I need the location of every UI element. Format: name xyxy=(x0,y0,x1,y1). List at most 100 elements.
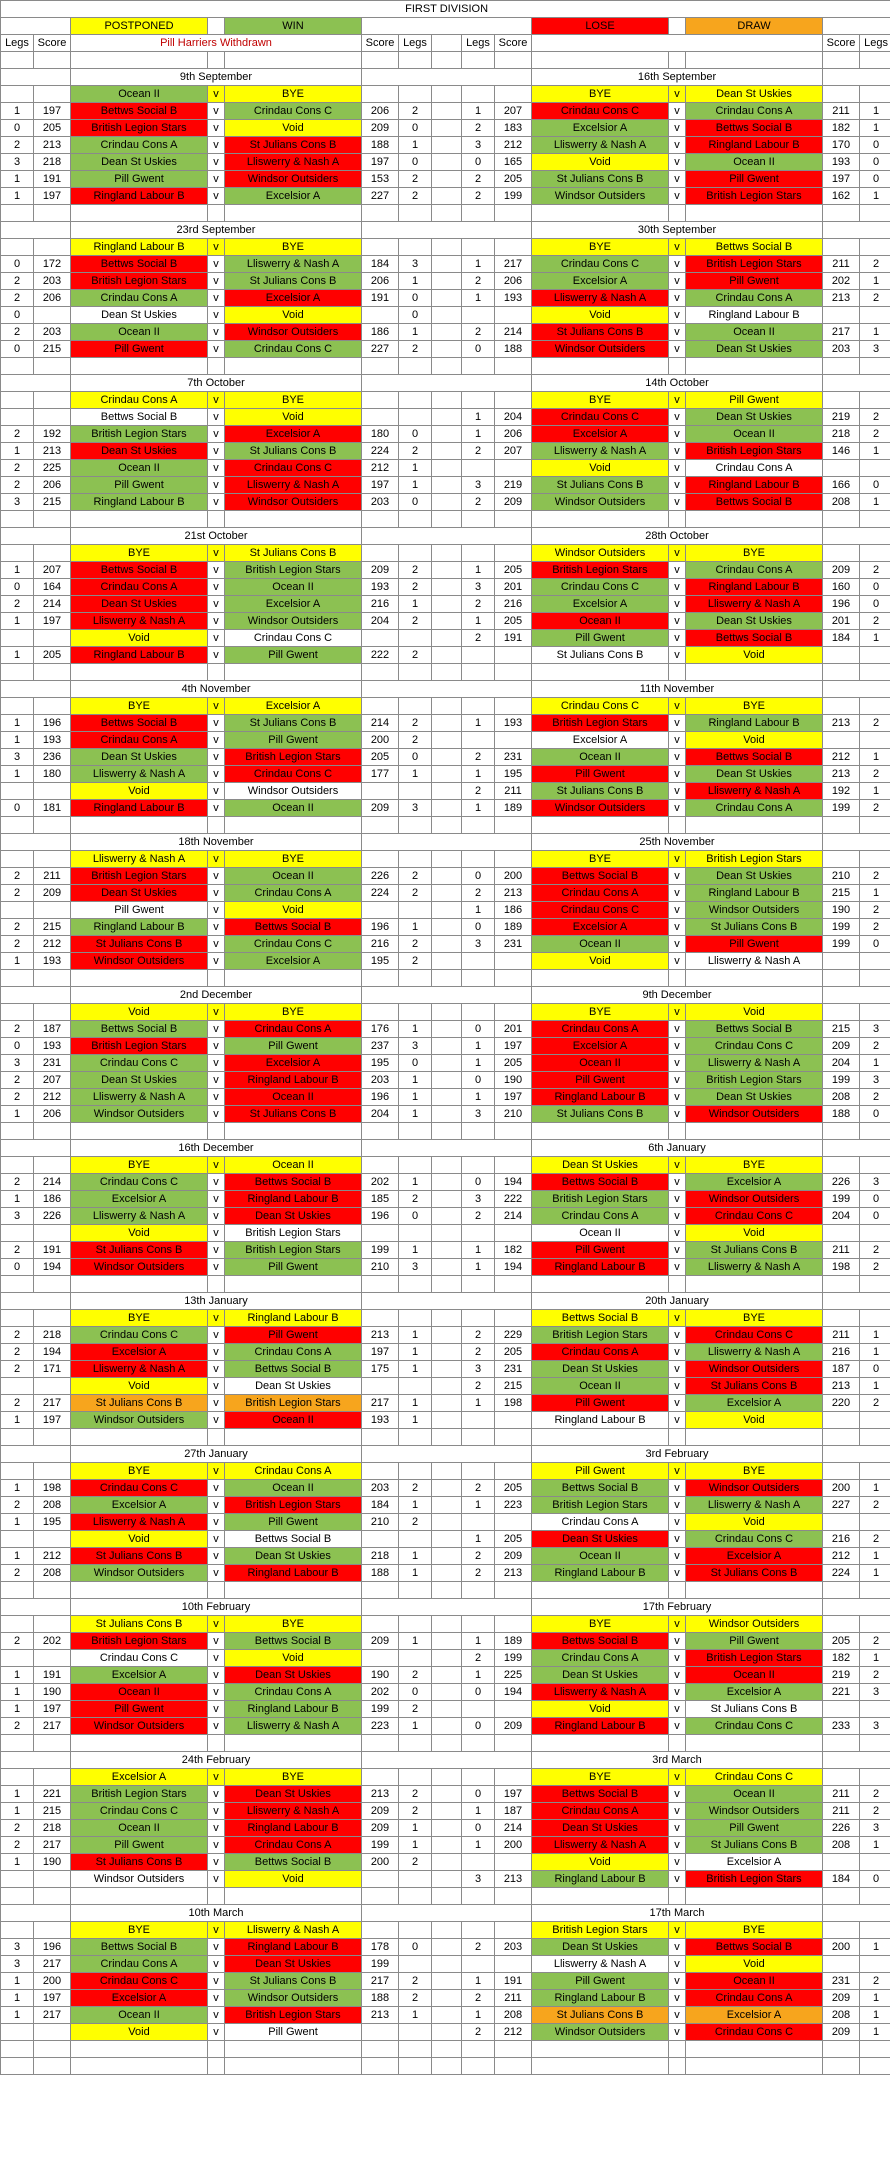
home-score: 200 xyxy=(494,867,532,885)
gap-cell xyxy=(431,1326,462,1344)
away-legs: 0 xyxy=(858,170,890,188)
away-score: 177 xyxy=(361,765,399,783)
away-team: Lliswerry & Nash A xyxy=(224,153,362,171)
score-empty xyxy=(494,1462,532,1480)
home-team: Dean St Uskies xyxy=(70,306,208,324)
vs-label: v xyxy=(668,1343,686,1361)
home-score: 197 xyxy=(33,187,71,205)
away-team: Lliswerry & Nash A xyxy=(224,1802,362,1820)
legs-empty xyxy=(858,697,890,715)
empty-cell xyxy=(858,1734,890,1752)
away-team: British Legion Stars xyxy=(224,1224,362,1242)
away-team: Windsor Outsiders xyxy=(685,901,823,919)
empty-cell xyxy=(361,68,532,86)
away-legs xyxy=(398,2023,432,2041)
away-score: 213 xyxy=(822,765,860,783)
vs-label: v xyxy=(668,425,686,443)
empty-cell xyxy=(0,221,71,239)
gap-cell xyxy=(431,170,462,188)
away-score: 182 xyxy=(822,119,860,137)
home-team: St Julians Cons B xyxy=(70,935,208,953)
empty-cell xyxy=(0,1275,34,1293)
vs-label: v xyxy=(668,901,686,919)
away-score: 218 xyxy=(361,1547,399,1565)
empty-cell xyxy=(821,374,890,392)
away-score: 220 xyxy=(822,1394,860,1412)
away-legs: 2 xyxy=(398,1972,432,1990)
legs-empty xyxy=(461,1768,495,1786)
vs-label: v xyxy=(668,1309,686,1327)
away-score: 206 xyxy=(361,272,399,290)
score-empty xyxy=(361,1462,399,1480)
away-legs: 2 xyxy=(858,1530,890,1548)
home-team: Excelsior A xyxy=(531,595,669,613)
vs-label: v xyxy=(668,1377,686,1395)
vs-label: v xyxy=(207,867,225,885)
legs-empty xyxy=(461,544,495,562)
vs-label: v xyxy=(668,1717,686,1735)
vs-label: v xyxy=(207,442,225,460)
home-team: Bettws Social B xyxy=(531,1632,669,1650)
vs-label: v xyxy=(668,748,686,766)
empty-cell xyxy=(494,51,532,69)
empty-cell xyxy=(431,1581,462,1599)
home-legs: 1 xyxy=(461,612,495,630)
empty-cell xyxy=(33,2040,71,2058)
away-score: 199 xyxy=(822,935,860,953)
away-legs: 1 xyxy=(398,1241,432,1259)
legs-empty xyxy=(398,238,432,256)
spacer-row xyxy=(0,357,890,375)
empty-cell xyxy=(685,2040,823,2058)
away-legs: 2 xyxy=(858,1241,890,1259)
gap-cell xyxy=(431,1173,462,1191)
gap-cell xyxy=(431,731,462,749)
score-empty xyxy=(361,697,399,715)
away-score: 209 xyxy=(361,1632,399,1650)
vs-label: v xyxy=(668,952,686,970)
vs-label: v xyxy=(668,1819,686,1837)
away-team: Bettws Social B xyxy=(224,1173,362,1191)
home-legs: 2 xyxy=(461,884,495,902)
vs-label: v xyxy=(668,1394,686,1412)
home-score: 195 xyxy=(33,1513,71,1531)
vs-label: v xyxy=(207,1615,225,1633)
away-team: Pill Gwent xyxy=(224,1326,362,1344)
home-score: 182 xyxy=(494,1241,532,1259)
away-legs xyxy=(398,782,432,800)
home-team: Pill Gwent xyxy=(70,170,208,188)
home-legs: 2 xyxy=(0,918,34,936)
vs-label: v xyxy=(207,765,225,783)
away-team: Pill Gwent xyxy=(224,1037,362,1055)
home-score: 209 xyxy=(494,493,532,511)
empty-cell xyxy=(858,816,890,834)
legs-empty xyxy=(461,1921,495,1939)
empty-cell xyxy=(494,2040,532,2058)
away-team: Windsor Outsiders xyxy=(224,493,362,511)
gap-cell xyxy=(431,1547,462,1565)
legs-empty xyxy=(858,1156,890,1174)
away-score: 196 xyxy=(822,595,860,613)
home-legs: 1 xyxy=(461,1530,495,1548)
away-team: Lliswerry & Nash A xyxy=(685,1258,823,1276)
empty-cell xyxy=(398,663,432,681)
legs-empty xyxy=(0,1768,34,1786)
away-team: Lliswerry & Nash A xyxy=(224,1717,362,1735)
gap-cell xyxy=(431,476,462,494)
away-team: BYE xyxy=(685,697,823,715)
home-legs xyxy=(0,408,34,426)
empty-cell xyxy=(207,204,225,222)
away-team: St Julians Cons B xyxy=(685,1836,823,1854)
home-score: 205 xyxy=(33,119,71,137)
home-legs: 1 xyxy=(461,765,495,783)
empty-cell xyxy=(207,357,225,375)
gap-cell xyxy=(431,2023,462,2041)
home-team: Ringland Labour B xyxy=(531,1088,669,1106)
home-score: 213 xyxy=(494,884,532,902)
away-legs: 1 xyxy=(398,918,432,936)
away-team: British Legion Stars xyxy=(224,1241,362,1259)
vs-label: v xyxy=(207,1411,225,1429)
empty-cell xyxy=(531,1275,669,1293)
empty-cell xyxy=(0,1751,71,1769)
